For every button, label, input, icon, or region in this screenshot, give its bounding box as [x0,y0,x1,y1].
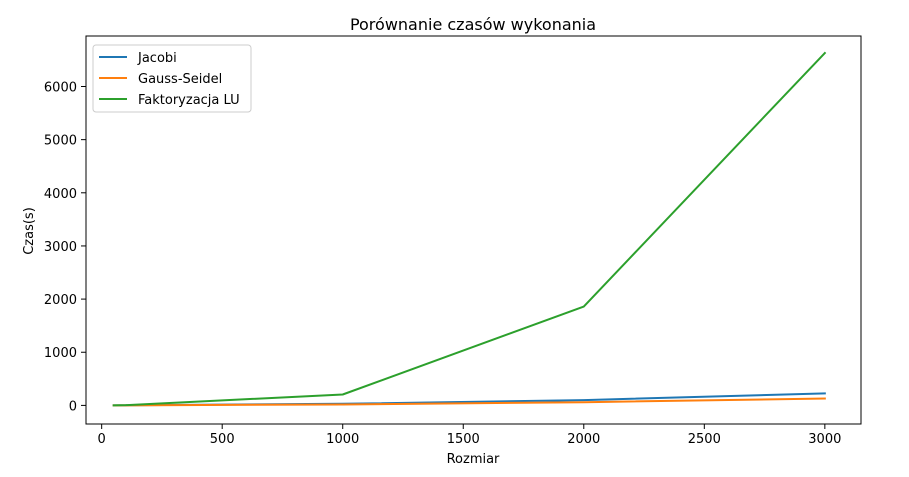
y-axis-title: Czas(s) [22,207,37,255]
legend-label: Faktoryzacja LU [138,93,240,108]
y-tick-label: 0 [69,399,77,414]
chart-title: Porównanie czasów wykonania [350,15,596,34]
x-axis-title: Rozmiar [447,452,500,467]
plot-area: 0 500 1000 1500 2000 2500 3000 0 1000 2000 3000 400… [44,35,862,447]
legend-label: Gauss-Seidel [138,72,222,87]
x-tick-label: 2000 [567,432,600,447]
y-tick-label: 1000 [44,346,77,361]
legend: Jacobi Gauss-Seidel Faktoryzacja LU [92,44,252,113]
axes-frame [85,35,862,425]
y-tick-label: 2000 [44,293,77,308]
legend-box [92,44,252,113]
x-tick-label: 1000 [326,432,359,447]
y-tick-label: 3000 [44,240,77,255]
x-tick-label: 500 [210,432,235,447]
y-tick-label: 5000 [44,134,77,149]
series-line-faktoryzacja-lu [112,51,827,407]
x-tick-label: 0 [98,432,106,447]
x-tick-label: 1500 [447,432,480,447]
legend-label: Jacobi [137,51,177,66]
x-tick-label: 2500 [688,432,721,447]
x-tick-label: 3000 [808,432,841,447]
y-tick-label: 4000 [44,187,77,202]
y-tick-label: 6000 [44,80,77,95]
